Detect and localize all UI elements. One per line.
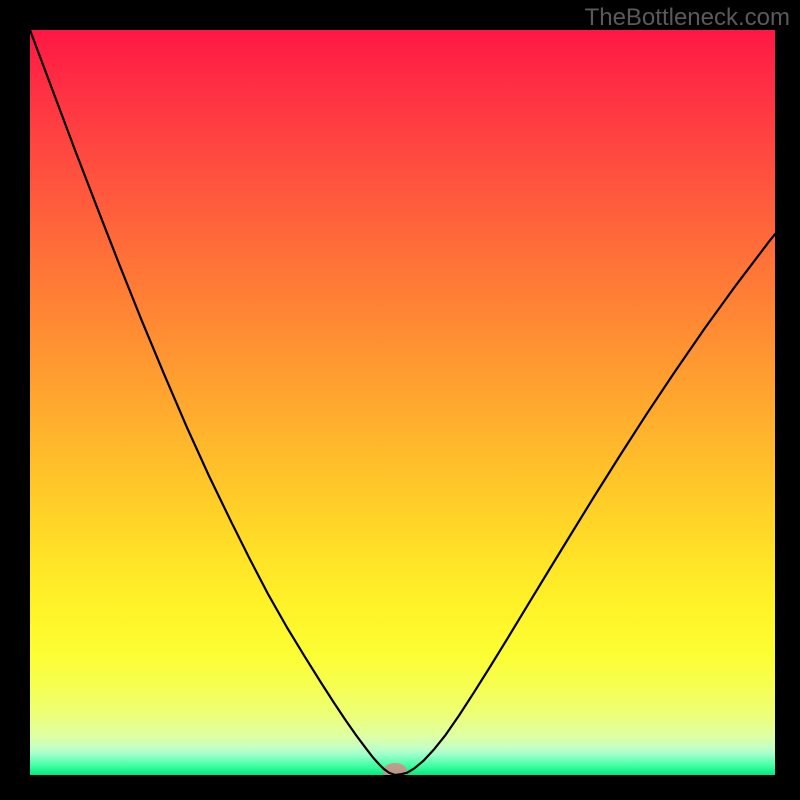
watermark-text: TheBottleneck.com <box>585 4 790 32</box>
chart-container: TheBottleneck.com <box>0 0 800 800</box>
plot-area <box>30 30 775 775</box>
gradient-background <box>30 30 775 775</box>
bottleneck-curve-chart <box>30 30 775 775</box>
